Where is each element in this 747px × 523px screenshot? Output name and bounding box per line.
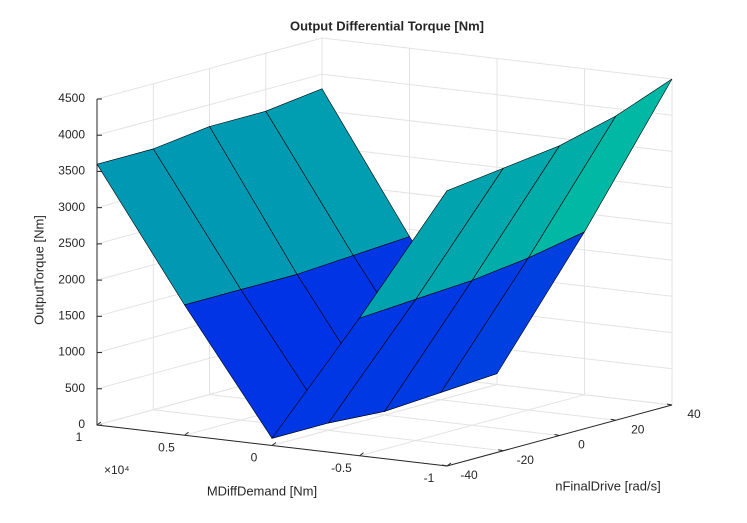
z-tick-label: 0 [78,417,85,431]
tick-mark [271,442,277,446]
z-tick-label: 3000 [58,200,85,214]
z-tick-label: 2500 [58,236,85,250]
y-tick-label: 40 [687,407,701,421]
axis-line [96,99,673,467]
tick-mark [184,431,189,436]
y-tick-label: -40 [460,468,478,482]
y-tick-label: 0 [578,438,585,452]
surface-patch [358,167,505,319]
z-tick-label: 500 [65,381,85,395]
chart-title: Output Differential Torque [Nm] [290,18,484,33]
z-tick-label: 4000 [58,127,85,141]
tick-mark [96,421,102,426]
x-tick-label: 1 [76,430,83,444]
x-tick-label: -1 [424,471,435,485]
z-tick-label: 1000 [58,345,85,359]
x-exponent: ×10⁴ [104,463,130,477]
z-tick-label: 2000 [58,272,85,286]
x-tick-label: -0.5 [331,461,352,475]
x-axis-label: MDiffDemand [Nm] [207,483,317,498]
z-tick-label: 1500 [58,309,85,323]
y-tick-label: 20 [631,422,645,436]
z-tick-label: 4500 [58,91,85,105]
y-axis-label: nFinalDrive [rad/s] [555,478,660,493]
x-tick-label: 0 [251,451,258,465]
z-axis-label: OutputTorque [Nm] [31,215,46,325]
y-tick-label: -20 [517,453,535,467]
x-tick-label: 0.5 [158,440,175,454]
z-tick-label: 3500 [58,164,85,178]
tick-mark [359,452,364,457]
